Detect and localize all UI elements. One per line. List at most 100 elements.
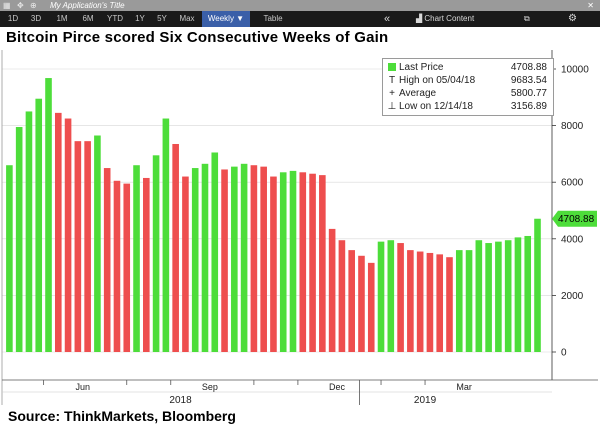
bar	[367, 262, 375, 352]
bar	[240, 163, 248, 352]
bar	[94, 135, 101, 352]
bar	[524, 235, 532, 352]
bar	[84, 141, 91, 352]
chart-toolbar: 1D 3D 1M 6M YTD 1Y 5Y Max Weekly ▼ Table…	[0, 11, 600, 27]
bar	[25, 111, 33, 352]
y-tick-label: 8000	[561, 121, 584, 132]
x-month-label: Jun	[75, 382, 90, 392]
last-price-tag-label: 4708.88	[558, 214, 595, 225]
bar	[309, 173, 316, 352]
close-icon[interactable]: ✕	[587, 1, 594, 10]
bar	[416, 251, 424, 352]
bar	[387, 240, 395, 352]
window-titlebar: ▦ ✥ ⊕ My Application's Title ✕	[0, 0, 600, 11]
bar	[319, 175, 326, 352]
bar	[455, 250, 463, 352]
x-axis-ticks: Jun Sep Dec Mar 2018 2019	[43, 380, 472, 406]
bar	[35, 98, 43, 352]
timeframe-ytd-button[interactable]: YTD	[107, 14, 123, 23]
legend-value: 3156.89	[510, 101, 547, 112]
bar	[231, 166, 238, 352]
bar	[201, 163, 209, 352]
timeframe-3d-button[interactable]: 3D	[30, 14, 42, 23]
bar	[221, 169, 228, 352]
interval-dropdown[interactable]: Weekly ▼	[202, 11, 250, 27]
bar	[377, 241, 385, 352]
bar	[289, 170, 297, 352]
timeframe-1d-button[interactable]: 1D	[7, 14, 19, 23]
bar	[485, 243, 492, 352]
bar	[6, 165, 13, 352]
bar	[426, 252, 434, 352]
bar	[250, 165, 258, 352]
y-tick-label: 6000	[561, 178, 584, 189]
average-marker-icon: +	[389, 88, 395, 99]
bar	[279, 172, 287, 352]
timeframe-5y-button[interactable]: 5Y	[157, 14, 167, 23]
bar	[514, 237, 522, 352]
chart-icon: ▦	[3, 1, 11, 10]
bar	[143, 177, 150, 352]
chart-legend: Last Price 4708.88 T High on 05/04/18 96…	[382, 58, 554, 116]
low-marker-icon: ⊥	[387, 101, 397, 112]
bar	[348, 250, 355, 352]
x-month-label: Sep	[202, 382, 218, 392]
bar	[54, 112, 62, 353]
bar	[299, 172, 307, 352]
y-axis-ticks: 0 2000 4000 6000 8000 10000	[552, 65, 589, 359]
bar	[475, 240, 483, 352]
chart-content-icon: ▟	[416, 14, 425, 23]
bar	[172, 143, 179, 352]
y-tick-label: 10000	[561, 65, 589, 76]
settings-icon[interactable]: ⚙	[568, 13, 577, 24]
bar	[113, 180, 121, 352]
bar-series	[6, 78, 541, 353]
bar	[270, 176, 277, 352]
table-button[interactable]: Table	[263, 14, 283, 23]
bar	[436, 254, 444, 352]
bar	[504, 240, 512, 352]
bar	[465, 250, 473, 352]
bar	[534, 218, 541, 352]
legend-item-last-price: Last Price 4708.88	[383, 62, 553, 74]
bar	[407, 250, 414, 352]
bar	[152, 155, 160, 352]
bar	[191, 168, 199, 352]
collapse-icon[interactable]: «	[384, 13, 391, 25]
timeframe-1y-button[interactable]: 1Y	[135, 14, 145, 23]
bar	[64, 118, 72, 353]
bar	[45, 78, 52, 352]
bar	[133, 165, 140, 352]
high-marker-icon: T	[388, 75, 396, 86]
bar	[211, 152, 219, 352]
bar	[123, 183, 131, 352]
bar	[182, 176, 189, 352]
last-price-tag: 4708.88	[552, 210, 597, 227]
move-icon[interactable]: ✥	[17, 1, 24, 10]
legend-value: 4708.88	[510, 62, 547, 73]
chart-title: Bitcoin Pirce scored Six Consecutive Wee…	[6, 29, 389, 46]
legend-item-average: + Average 5800.77	[383, 88, 553, 100]
legend-label: Low on 12/14/18	[399, 101, 473, 112]
bar	[397, 243, 404, 352]
legend-swatch-icon	[387, 62, 397, 74]
bar	[328, 228, 336, 352]
bar	[162, 118, 170, 353]
bar	[103, 168, 111, 352]
bar	[338, 240, 346, 352]
y-tick-label: 0	[561, 348, 567, 359]
bar	[358, 255, 365, 352]
link-icon[interactable]: ⧉	[524, 14, 530, 23]
timeframe-6m-button[interactable]: 6M	[82, 14, 94, 23]
chart-source: Source: ThinkMarkets, Bloomberg	[8, 408, 236, 424]
timeframe-1m-button[interactable]: 1M	[56, 14, 68, 23]
timeframe-max-button[interactable]: Max	[179, 14, 195, 23]
crosshair-icon[interactable]: ⊕	[30, 1, 37, 10]
legend-label: Average	[399, 88, 437, 99]
legend-value: 9683.54	[510, 75, 547, 86]
bar	[446, 257, 453, 352]
last-price-tag-shape	[552, 210, 597, 227]
chart-content-button[interactable]: ▟ Chart Content	[416, 11, 474, 27]
chart-content-label: Chart Content	[424, 14, 475, 23]
legend-item-high: T High on 05/04/18 9683.54	[383, 75, 553, 87]
